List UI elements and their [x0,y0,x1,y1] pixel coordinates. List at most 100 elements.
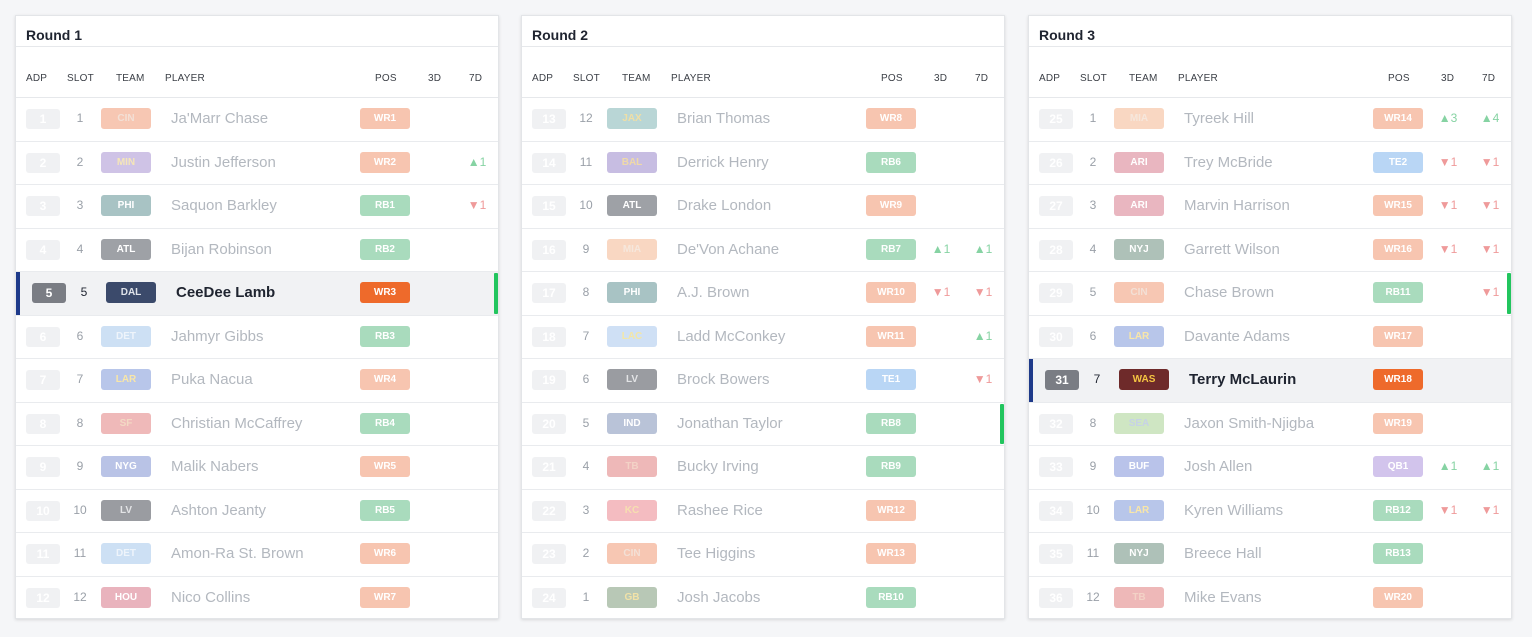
pick-row[interactable]: 12 12 HOU Nico Collins WR7 [16,577,498,619]
column-header-d3[interactable]: 3D [1441,73,1455,84]
column-header-slot[interactable]: SLOT [67,73,94,84]
player-name[interactable]: Ashton Jeanty [171,501,267,519]
pick-row[interactable]: 11 11 DET Amon-Ra St. Brown WR6 [16,533,498,577]
pick-row[interactable]: 19 6 LV Brock Bowers TE1 ▼1 [522,359,1004,403]
column-header-team[interactable]: TEAM [622,73,651,84]
player-name[interactable]: Terry McLaurin [1189,371,1297,388]
player-name[interactable]: Josh Jacobs [677,588,761,606]
adp-badge: 12 [26,587,60,608]
player-name[interactable]: Saquon Barkley [171,197,277,214]
pick-row[interactable]: 27 3 ARI Marvin Harrison WR15 ▼1 ▼1 [1029,185,1511,229]
player-name[interactable]: Trey McBride [1184,153,1273,171]
column-header-d7[interactable]: 7D [469,73,483,84]
player-name[interactable]: Drake London [677,197,772,214]
pick-row[interactable]: 28 4 NYJ Garrett Wilson WR16 ▼1 ▼1 [1029,229,1511,272]
adp-badge: 11 [26,544,60,564]
player-name[interactable]: Bucky Irving [677,458,759,475]
pick-row[interactable]: 2 2 MIN Justin Jefferson WR2 ▲1 [16,142,498,185]
column-header-d3[interactable]: 3D [934,73,948,84]
column-header-pos[interactable]: POS [881,73,903,84]
column-header-pos[interactable]: POS [1388,73,1410,84]
player-name[interactable]: Rashee Rice [677,501,763,519]
column-header-adp[interactable]: ADP [26,73,48,84]
pick-row[interactable]: 23 2 CIN Tee Higgins WR13 [522,533,1004,577]
player-name[interactable]: Derrick Henry [677,153,769,171]
player-name[interactable]: Chase Brown [1184,284,1275,301]
player-name[interactable]: Jonathan Taylor [677,414,783,432]
pick-row[interactable]: 15 10 ATL Drake London WR9 [522,185,1004,229]
pick-row[interactable]: 34 10 LAR Kyren Williams RB12 ▼1 ▼1 [1029,490,1511,533]
pick-row[interactable]: 29 5 CIN Chase Brown RB11 ▼1 [1029,272,1511,316]
slot-number: 5 [80,285,88,299]
pick-row[interactable]: 10 10 LV Ashton Jeanty RB5 [16,490,498,533]
pick-row[interactable]: 16 9 MIA De'Von Achane RB7 ▲1 ▲1 [522,229,1004,272]
player-name[interactable]: Nico Collins [171,588,251,606]
column-header-d3[interactable]: 3D [428,73,442,84]
player-name[interactable]: Ja'Marr Chase [171,110,269,127]
slot-number: 7 [76,372,84,386]
pick-row[interactable]: 24 1 GB Josh Jacobs RB10 [522,577,1004,619]
pick-row[interactable]: 33 9 BUF Josh Allen QB1 ▲1 ▲1 [1029,446,1511,490]
pick-row[interactable]: 26 2 ARI Trey McBride TE2 ▼1 ▼1 [1029,142,1511,185]
player-name[interactable]: Bijan Robinson [171,240,272,258]
column-header-slot[interactable]: SLOT [573,73,600,84]
player-name[interactable]: Jahmyr Gibbs [171,327,264,345]
pick-row[interactable]: 3 3 PHI Saquon Barkley RB1 ▼1 [16,185,498,229]
player-name[interactable]: Davante Adams [1184,327,1290,345]
player-name[interactable]: CeeDee Lamb [176,284,276,301]
pick-row[interactable]: 14 11 BAL Derrick Henry RB6 [522,142,1004,185]
pick-row[interactable]: 22 3 KC Rashee Rice WR12 [522,490,1004,533]
column-header-d7[interactable]: 7D [975,73,989,84]
pick-row[interactable]: 32 8 SEA Jaxon Smith-Njigba WR19 [1029,403,1511,446]
pick-row[interactable]: 21 4 TB Bucky Irving RB9 [522,446,1004,490]
column-header-adp[interactable]: ADP [1039,73,1061,84]
pick-row[interactable]: 4 4 ATL Bijan Robinson RB2 [16,229,498,272]
pick-row[interactable]: 1 1 CIN Ja'Marr Chase WR1 [16,98,498,142]
player-name[interactable]: Kyren Williams [1184,501,1284,519]
position-badge: RB9 [866,456,916,477]
column-header-team[interactable]: TEAM [1129,73,1158,84]
adp-badge: 1 [26,109,60,129]
player-name[interactable]: Tee Higgins [677,545,756,562]
pick-row[interactable]: 36 12 TB Mike Evans WR20 [1029,577,1511,619]
player-name[interactable]: Mike Evans [1184,588,1262,606]
column-header-pos[interactable]: POS [375,73,397,84]
column-header-player[interactable]: PLAYER [165,73,205,84]
pick-row[interactable]: 18 7 LAC Ladd McConkey WR11 ▲1 [522,316,1004,359]
column-header-adp[interactable]: ADP [532,73,554,84]
pick-row[interactable]: 8 8 SF Christian McCaffrey RB4 [16,403,498,446]
my-pick-row[interactable]: 31 7 WAS Terry McLaurin WR18 [1029,359,1511,403]
pick-row[interactable]: 9 9 NYG Malik Nabers WR5 [16,446,498,490]
pick-row[interactable]: 7 7 LAR Puka Nacua WR4 [16,359,498,403]
player-name[interactable]: Christian McCaffrey [171,414,303,432]
player-name[interactable]: Marvin Harrison [1184,197,1290,214]
column-header-team[interactable]: TEAM [116,73,145,84]
pick-row[interactable]: 13 12 JAX Brian Thomas WR8 [522,98,1004,142]
player-name[interactable]: Puka Nacua [171,371,253,388]
player-name[interactable]: Breece Hall [1184,545,1262,562]
team-badge: PHI [101,195,151,216]
column-header-slot[interactable]: SLOT [1080,73,1107,84]
pick-row[interactable]: 17 8 PHI A.J. Brown WR10 ▼1 ▼1 [522,272,1004,316]
player-name[interactable]: Justin Jefferson [171,153,276,171]
player-name[interactable]: Amon-Ra St. Brown [171,545,304,562]
pick-row[interactable]: 30 6 LAR Davante Adams WR17 [1029,316,1511,359]
column-header-player[interactable]: PLAYER [1178,73,1218,84]
my-pick-row[interactable]: 5 5 DAL CeeDee Lamb WR3 [16,272,498,316]
pick-row[interactable]: 25 1 MIA Tyreek Hill WR14 ▲3 ▲4 [1029,98,1511,142]
column-header-player[interactable]: PLAYER [671,73,711,84]
column-header-d7[interactable]: 7D [1482,73,1496,84]
pick-row[interactable]: 20 5 IND Jonathan Taylor RB8 [522,403,1004,446]
pick-row[interactable]: 6 6 DET Jahmyr Gibbs RB3 [16,316,498,359]
player-name[interactable]: Tyreek Hill [1184,110,1255,127]
player-name[interactable]: A.J. Brown [677,284,750,301]
player-name[interactable]: Brian Thomas [677,110,771,127]
player-name[interactable]: Ladd McConkey [677,327,786,345]
player-name[interactable]: Garrett Wilson [1184,240,1280,258]
player-name[interactable]: Malik Nabers [171,458,259,475]
player-name[interactable]: De'Von Achane [677,240,780,258]
player-name[interactable]: Jaxon Smith-Njigba [1184,414,1315,432]
player-name[interactable]: Josh Allen [1184,458,1253,475]
player-name[interactable]: Brock Bowers [677,371,770,388]
pick-row[interactable]: 35 11 NYJ Breece Hall RB13 [1029,533,1511,577]
